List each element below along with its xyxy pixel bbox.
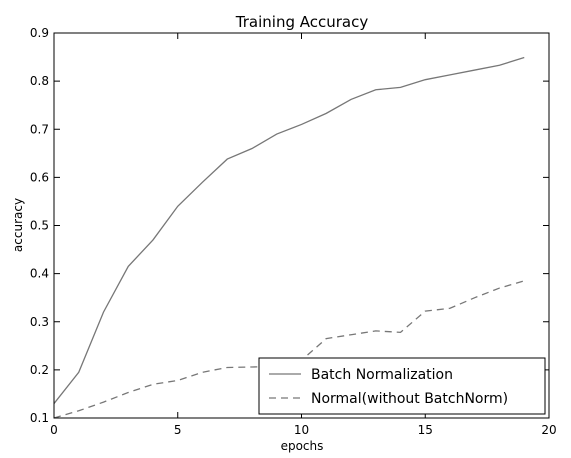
- legend-box: [258, 357, 546, 415]
- y-axis-ticks: 0.1 0.2 0.3 0.4 0.5 0.6 0.7 0.8 0.9: [30, 26, 549, 425]
- legend-label-1: Batch Normalization: [311, 367, 453, 383]
- x-tick-label: 10: [294, 423, 309, 437]
- y-tick-label: 0.1: [30, 411, 49, 425]
- plot-frame: [53, 32, 550, 419]
- y-tick-label: 0.3: [30, 315, 49, 329]
- x-axis-title: epochs: [281, 439, 324, 453]
- y-tick-label: 0.5: [30, 219, 49, 233]
- x-tick-label: 20: [541, 423, 556, 437]
- series-line-1: [53, 56, 525, 404]
- legend: Batch Normalization Normal(without BatchN…: [258, 357, 546, 415]
- y-tick-label: 0.4: [30, 267, 49, 281]
- y-tick-label: 0.8: [30, 74, 49, 88]
- chart-title: Training Accuracy: [235, 13, 369, 31]
- x-tick-label: 5: [174, 423, 182, 437]
- x-tick-label: 15: [418, 423, 433, 437]
- x-tick-label: 0: [50, 423, 58, 437]
- y-tick-label: 0.2: [30, 363, 49, 377]
- legend-label-2: Normal(without BatchNorm): [311, 391, 508, 407]
- y-tick-label: 0.6: [30, 170, 49, 184]
- y-tick-label: 0.7: [30, 122, 49, 136]
- y-tick-label: 0.9: [30, 26, 49, 40]
- y-axis-title: accuracy: [11, 198, 25, 252]
